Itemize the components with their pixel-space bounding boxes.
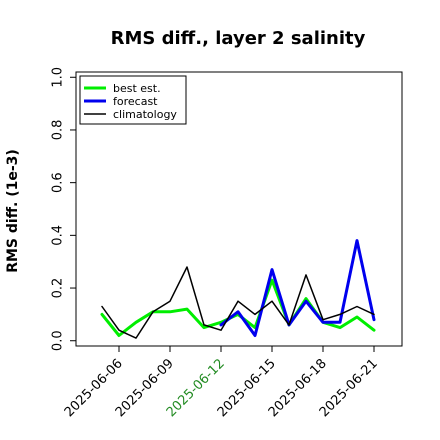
- y-tick-label: 0.6: [51, 172, 66, 193]
- y-axis: 0.0 0.2 0.4 0.6 0.8 1.0: [51, 67, 76, 351]
- y-tick-label: 0.8: [51, 120, 66, 141]
- legend-label: best est.: [113, 82, 161, 95]
- series-lines: [100, 239, 376, 339]
- legend-label: climatology: [113, 108, 177, 121]
- y-tick-label: 0.2: [51, 278, 66, 299]
- y-axis-label: RMS diff. (1e-3): [5, 149, 21, 273]
- legend-label: forecast: [113, 95, 158, 108]
- y-tick-label: 1.0: [51, 67, 66, 88]
- y-tick-label: 0.0: [51, 330, 66, 351]
- y-tick-label: 0.4: [51, 225, 66, 246]
- chart-title: RMS diff., layer 2 salinity: [111, 28, 366, 49]
- series-line-best-est: [100, 278, 376, 337]
- x-axis: 2025-06-062025-06-092025-06-122025-06-15…: [62, 346, 381, 420]
- series-line-climatology: [101, 266, 375, 339]
- plot-area: [75, 71, 403, 347]
- series-line-forecast: [219, 239, 376, 337]
